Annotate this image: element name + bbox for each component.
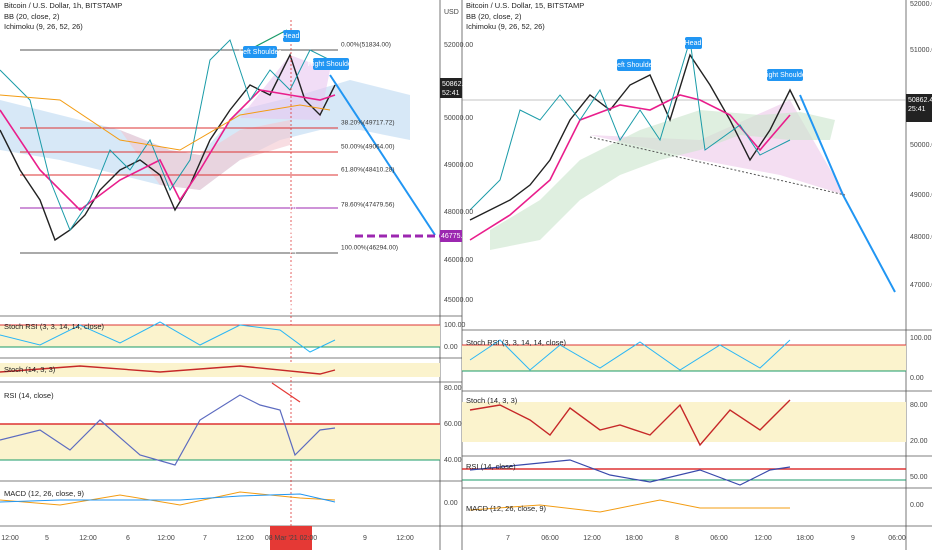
fib-label: 100.00%(46294.00) [341,245,398,252]
annotation: Left Shoulder [613,62,655,69]
pane-axis-label: 0.00 [444,500,458,507]
time-label: 12:00 [583,535,601,542]
fib-label: 78.60%(47479.56) [341,202,395,209]
pane-title: MACD (12, 26, close, 9) [466,504,547,513]
price-label: 49000.00 [910,192,932,199]
time-label: 18:00 [625,535,643,542]
annotation: BEARISH DIVERGENCE [288,206,297,314]
indicator-label: Ichimoku (9, 26, 52, 26) [466,22,545,31]
time-label: 5 [45,535,49,542]
indicator-label: BB (20, close, 2) [466,12,522,21]
pane-title: RSI (14, close) [466,462,516,471]
currency: USD [444,9,459,16]
time-label: 9 [363,535,367,542]
last-price: 50862.46 [908,97,932,104]
fib-label: 38.20%(49717.72) [341,120,395,127]
price-label: 47000.00 [910,282,932,289]
pane-axis-label: 0.00 [910,375,924,382]
left-chart-drawing [0,20,462,550]
time-label: 7 [203,535,207,542]
chart-title: Bitcoin / U.S. Dollar, 15, BITSTAMP [466,1,584,10]
chart-title: Bitcoin / U.S. Dollar, 1h, BITSTAMP [4,1,122,10]
target-price: 46775.00 [441,233,470,240]
pane-axis-label: 60.00 [444,421,462,428]
time-label: 12:00 [236,535,254,542]
right-chart-drawing [462,37,932,513]
fib-label: 0.00%(51834.00) [341,42,391,49]
pane-axis-label: 100.00 [444,322,466,329]
time-label: 06:00 [541,535,559,542]
pane-axis-label: 80.00 [444,385,462,392]
time-label: 12:00 [79,535,97,542]
fib-label: 61.80%(48410.28) [341,167,395,174]
pane-title: Stoch RSI (3, 3, 14, 14, close) [4,322,105,331]
time-label: 06:00 [888,535,906,542]
indicator-label: Ichimoku (9, 26, 52, 26) [4,22,83,31]
price-label: 46000.00 [444,257,473,264]
fib-label: 50.00%(49064.00) [341,144,395,151]
price-label: 52000.00 [444,42,473,49]
price-label: 48000.00 [444,209,473,216]
annotation: Left Shoulder [239,49,281,56]
pane-axis-label: 100.00 [910,335,932,342]
pane-title: MACD (12, 26, close, 9) [4,489,85,498]
price-label: 51000.00 [910,47,932,54]
pane-title: Stoch (14, 3, 3) [466,396,518,405]
time-label: 7 [506,535,510,542]
last-price: 50862.46 [442,81,471,88]
annotation: Right Shoulder [762,72,809,79]
pane-axis-label: 20.00 [910,438,928,445]
price-label: 49000.00 [444,162,473,169]
time-label: 06:00 [710,535,728,542]
price-label: 50000.00 [444,115,473,122]
pane-title: Stoch (14, 3, 3) [4,365,56,374]
time-label: 18:00 [796,535,814,542]
pane-axis-label: 50.00 [910,474,928,481]
pane-axis-label: 0.00 [910,502,924,509]
countdown: 52:41 [442,90,460,97]
annotation: Head [283,33,300,40]
price-label: 52000.00 [910,1,932,8]
time-label: 6 [126,535,130,542]
pane-title: RSI (14, close) [4,391,54,400]
pane-axis-label: 80.00 [910,402,928,409]
time-label: 12:00 [1,535,19,542]
price-label: 50000.00 [910,142,932,149]
time-label: 08 Mar '21 02:00 [265,535,317,542]
indicator-label: BB (20, close, 2) [4,12,60,21]
annotation: Right Shoulder [308,61,355,68]
annotation: Head [685,40,702,47]
time-label: 8 [675,535,679,542]
price-label: 48000.00 [910,234,932,241]
pane-title: Stoch RSI (3, 3, 14, 14, close) [466,338,567,347]
pane-axis-label: 40.00 [444,457,462,464]
time-label: 12:00 [157,535,175,542]
countdown: 25:41 [908,106,926,113]
time-label: 12:00 [396,535,414,542]
time-label: 12:00 [754,535,772,542]
time-label: 9 [851,535,855,542]
pane-axis-label: 0.00 [444,344,458,351]
price-label: 45000.00 [444,297,473,304]
